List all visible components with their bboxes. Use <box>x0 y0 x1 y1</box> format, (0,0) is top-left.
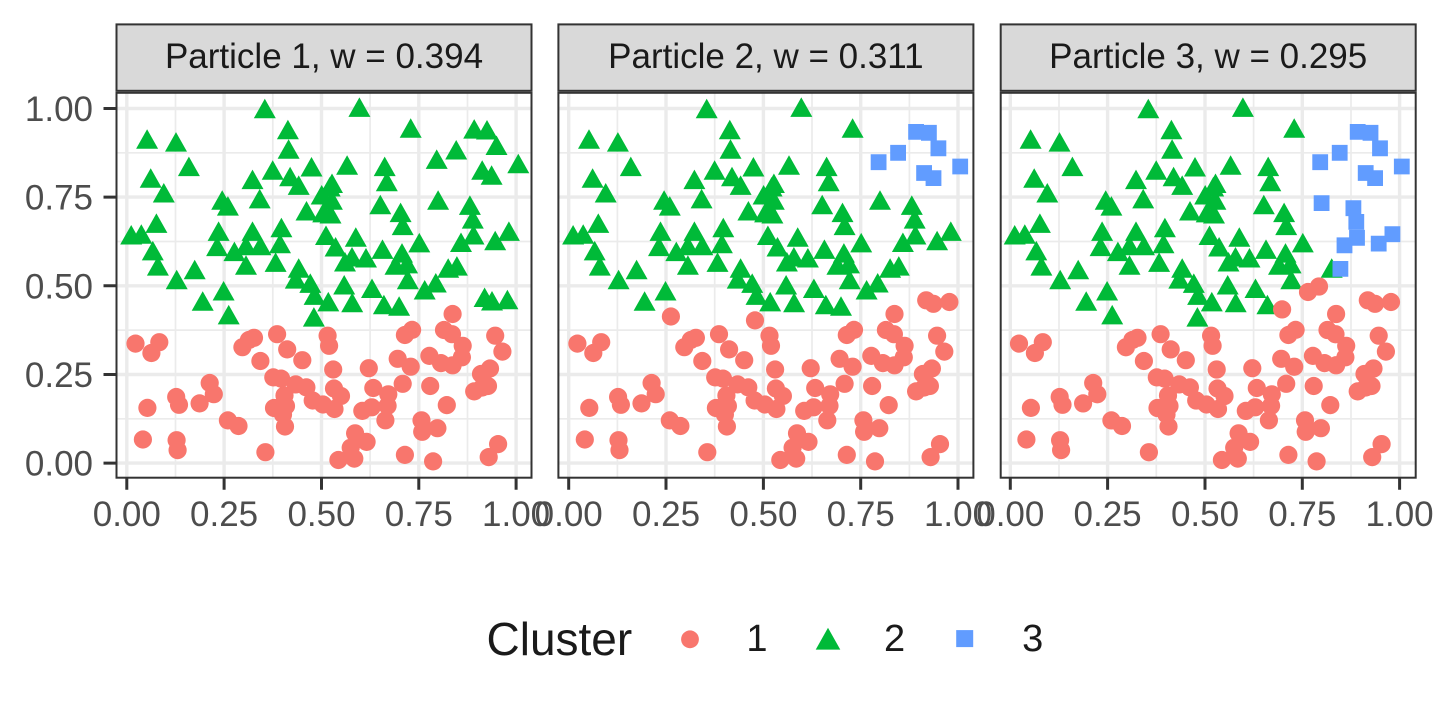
svg-text:0.50: 0.50 <box>1171 495 1239 534</box>
svg-text:Particle 2, w = 0.311: Particle 2, w = 0.311 <box>608 37 924 76</box>
svg-text:0.50: 0.50 <box>25 267 93 306</box>
svg-text:0.75: 0.75 <box>827 495 895 534</box>
svg-text:0.75: 0.75 <box>1268 495 1336 534</box>
svg-text:0.00: 0.00 <box>976 495 1044 534</box>
svg-text:0.00: 0.00 <box>535 495 603 534</box>
svg-text:3: 3 <box>1022 618 1043 660</box>
svg-text:0.50: 0.50 <box>729 495 797 534</box>
svg-text:Particle 3, w = 0.295: Particle 3, w = 0.295 <box>1049 37 1367 76</box>
svg-text:0.25: 0.25 <box>632 495 700 534</box>
svg-text:0.25: 0.25 <box>190 495 258 534</box>
svg-text:1.00: 1.00 <box>482 495 550 534</box>
svg-text:0.00: 0.00 <box>25 445 93 484</box>
svg-text:1.00: 1.00 <box>1366 495 1434 534</box>
svg-text:0.75: 0.75 <box>385 495 453 534</box>
svg-text:0.50: 0.50 <box>287 495 355 534</box>
svg-text:1.00: 1.00 <box>25 90 93 129</box>
svg-text:Cluster: Cluster <box>487 613 633 665</box>
svg-text:0.00: 0.00 <box>93 495 161 534</box>
svg-text:Particle 1, w = 0.394: Particle 1, w = 0.394 <box>165 37 483 76</box>
svg-text:1: 1 <box>746 618 767 660</box>
svg-text:0.75: 0.75 <box>25 179 93 218</box>
svg-text:2: 2 <box>884 618 905 660</box>
svg-text:0.25: 0.25 <box>1074 495 1142 534</box>
svg-text:0.25: 0.25 <box>25 356 93 395</box>
svg-text:1.00: 1.00 <box>924 495 992 534</box>
